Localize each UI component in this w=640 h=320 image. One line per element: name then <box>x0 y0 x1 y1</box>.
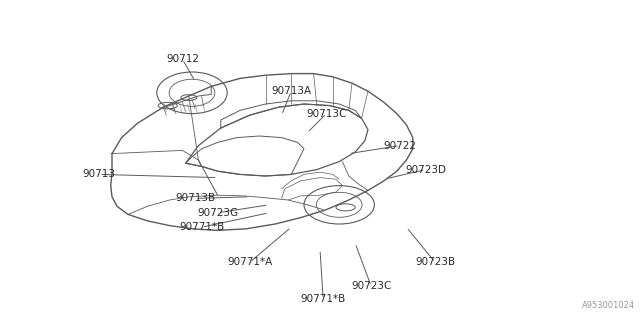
Text: 90771*A: 90771*A <box>227 257 272 268</box>
Text: 90713A: 90713A <box>271 86 311 96</box>
Text: 90712: 90712 <box>166 54 199 64</box>
Text: 90713B: 90713B <box>175 193 215 204</box>
Text: 90723G: 90723G <box>197 208 238 218</box>
Text: 90723C: 90723C <box>351 281 392 292</box>
Text: 90713C: 90713C <box>306 108 347 119</box>
Text: 90771*B: 90771*B <box>301 294 346 304</box>
Text: 90723B: 90723B <box>415 257 455 268</box>
Text: 90722: 90722 <box>383 140 417 151</box>
Text: A953001024: A953001024 <box>582 301 635 310</box>
Text: 90713: 90713 <box>83 169 116 180</box>
Text: 90723D: 90723D <box>405 164 446 175</box>
Text: 90771*B: 90771*B <box>179 222 224 232</box>
